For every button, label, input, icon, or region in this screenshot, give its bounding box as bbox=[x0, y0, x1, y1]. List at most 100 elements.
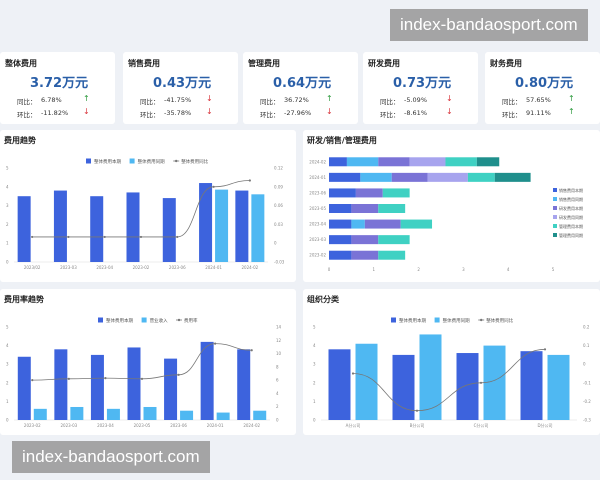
bar bbox=[355, 343, 378, 420]
kpi-mom-label: 环比： bbox=[140, 111, 160, 119]
kpi-value: 0.80万元 bbox=[515, 76, 574, 91]
bar bbox=[251, 194, 265, 262]
x-tick-label: 2023-06 bbox=[169, 265, 186, 270]
org-category-chart: 整体费用本期 整体费用同期 整体费用同比 0 1 2 3 4 5 0.2 0.1 0 -0.1 -0.2 -… bbox=[313, 317, 591, 428]
legend-label: 整体费用本期 bbox=[106, 317, 133, 324]
kpi-value: 0.64万元 bbox=[273, 76, 332, 91]
kpi-yoy-value: 6.78% bbox=[41, 96, 62, 104]
bar-segment bbox=[445, 157, 477, 167]
y2-tick-label: 0.09 bbox=[274, 184, 283, 189]
kpi-yoy-label: 同比： bbox=[380, 98, 400, 106]
bar bbox=[328, 349, 351, 420]
legend-dot bbox=[175, 159, 178, 163]
bar bbox=[235, 190, 249, 262]
y2-tick-label: 0 bbox=[276, 418, 279, 423]
legend-label: 管理费用本期 bbox=[559, 223, 583, 229]
panel-cost-trend: 费用趋势 整体费用本期 整体费用同期 整体费用同比 0 1 2 3 4 5 0.12 0.09 0.0… bbox=[0, 130, 296, 282]
kpi-yoy: 同比： 6.78% ↑ bbox=[17, 94, 117, 106]
x-tick-label: B分公司 bbox=[410, 422, 425, 428]
kpi-yoy: 同比： 36.72% ↑ bbox=[260, 94, 360, 106]
bar-segment bbox=[329, 219, 352, 229]
legend-label: 整体费用同比 bbox=[486, 317, 513, 324]
y2-tick-label: -0.03 bbox=[274, 260, 285, 265]
y-tick-label: 1 bbox=[6, 399, 9, 404]
bar-segment bbox=[351, 235, 379, 245]
line-point bbox=[214, 342, 217, 345]
kpi-yoy: 同比： -5.09% ↓ bbox=[380, 94, 480, 106]
y-tick-label: 4 bbox=[6, 184, 9, 189]
y2-tick-label: 4 bbox=[276, 391, 279, 396]
legend-label: 整体费用本期 bbox=[94, 158, 121, 165]
kpi-value: 0.43万元 bbox=[153, 76, 212, 91]
kpi-mom-label: 环比： bbox=[17, 111, 37, 119]
bar bbox=[53, 190, 67, 262]
bar-segment bbox=[427, 172, 468, 182]
legend-swatch bbox=[129, 158, 135, 164]
y2-tick-label: 0.12 bbox=[274, 166, 283, 171]
y-tick-label: 2023-04 bbox=[309, 222, 326, 227]
y-tick-label: 5 bbox=[6, 166, 9, 171]
x-tick-label: 2024-02 bbox=[243, 423, 260, 428]
bar bbox=[180, 410, 194, 420]
line-point bbox=[351, 372, 355, 375]
y-tick-label: 0 bbox=[6, 418, 9, 423]
y2-tick-label: 0.2 bbox=[583, 325, 590, 330]
arrow-up-icon: ↑ bbox=[326, 94, 333, 103]
kpi-mom-value: -27.96% bbox=[284, 109, 312, 117]
bar-segment bbox=[391, 172, 428, 182]
bar bbox=[520, 351, 543, 420]
line-point bbox=[176, 235, 179, 239]
kpi-mom: 环比： -11.82% ↓ bbox=[17, 107, 117, 119]
kpi-mom: 环比： -8.61% ↓ bbox=[380, 107, 480, 119]
y-tick-label: 2024-01 bbox=[309, 175, 326, 180]
y-tick-label: 5 bbox=[313, 325, 316, 330]
bar-segment bbox=[329, 204, 352, 213]
line-point bbox=[67, 377, 70, 380]
panel-rd-sales-admin: 研发/销售/管理费用 2024-02 2024-01 2023-06 2023-05 2… bbox=[303, 130, 600, 282]
y2-tick-label: 2 bbox=[276, 404, 279, 409]
kpi-mom-value: -35.78% bbox=[164, 109, 192, 117]
y2-tick-label: 14 bbox=[276, 325, 282, 330]
line-point bbox=[212, 185, 215, 188]
y-tick-label: 0 bbox=[6, 260, 9, 265]
x-tick-label: 2024-02 bbox=[241, 265, 258, 270]
panel-title: 费用率趋势 bbox=[4, 295, 44, 304]
legend-label: 研发费用本期 bbox=[559, 205, 583, 211]
bar-segment bbox=[329, 250, 352, 260]
y-tick-label: 2023-06 bbox=[309, 190, 326, 195]
y-tick-label: 2 bbox=[6, 380, 9, 385]
legend-swatch bbox=[553, 206, 557, 210]
bar bbox=[162, 198, 176, 262]
legend-label: 研发费用同期 bbox=[559, 214, 583, 220]
bar bbox=[483, 345, 506, 420]
bar bbox=[17, 196, 31, 262]
bar bbox=[164, 358, 178, 420]
line-point bbox=[31, 235, 34, 239]
kpi-title: 财务费用 bbox=[490, 59, 522, 68]
legend-swatch bbox=[434, 317, 440, 323]
x-tick-label: 2 bbox=[417, 267, 420, 272]
y2-tick-label: 8 bbox=[276, 364, 279, 369]
bar bbox=[392, 354, 415, 420]
x-tick-label: A分公司 bbox=[346, 422, 361, 428]
series-line bbox=[352, 348, 546, 412]
bar bbox=[200, 341, 214, 420]
arrow-down-icon: ↓ bbox=[446, 107, 453, 116]
watermark-top: index-bandaosport.com bbox=[390, 9, 588, 41]
kpi-mom: 环比： -35.78% ↓ bbox=[140, 107, 240, 119]
panel-title: 研发/销售/管理费用 bbox=[307, 136, 377, 145]
legend-label: 销售费用同期 bbox=[559, 196, 583, 202]
x-tick-label: 2023-02 bbox=[133, 265, 150, 270]
legend-label: 费用率 bbox=[184, 317, 198, 324]
legend-swatch bbox=[553, 188, 557, 192]
bar bbox=[126, 192, 140, 262]
arrow-down-icon: ↓ bbox=[446, 94, 453, 103]
legend-swatch bbox=[98, 317, 103, 323]
line-point bbox=[248, 179, 251, 182]
bar-segment bbox=[378, 157, 410, 167]
bar-segment bbox=[382, 188, 410, 198]
bar bbox=[253, 410, 267, 420]
kpi-yoy: 同比： -41.75% ↓ bbox=[140, 94, 240, 106]
panel-title: 费用趋势 bbox=[4, 136, 36, 145]
watermark-bottom: index-bandaosport.com bbox=[12, 441, 210, 473]
